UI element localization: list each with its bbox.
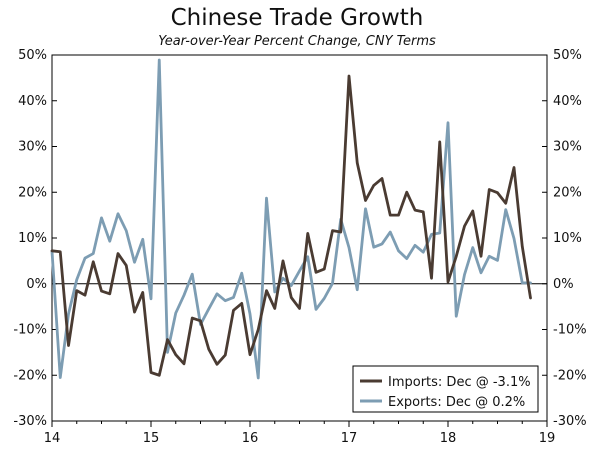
legend-label-exports: Exports: Dec @ 0.2% bbox=[388, 395, 525, 410]
y-tick-label-right: -20% bbox=[553, 368, 587, 383]
plot-area bbox=[51, 54, 548, 422]
x-tick-label: 19 bbox=[539, 431, 556, 446]
y-tick-label-left: 20% bbox=[18, 185, 47, 200]
y-tick-label-right: 40% bbox=[553, 94, 582, 109]
y-axis-right: -30% -20% -10% 0% 10% 20% 30% 40% 50% bbox=[542, 48, 587, 429]
y-tick-label-right: 10% bbox=[553, 231, 582, 246]
x-tick-label: 15 bbox=[143, 431, 160, 446]
y-tick-label-left: 50% bbox=[18, 48, 47, 63]
y-tick-label-left: -10% bbox=[13, 323, 47, 338]
y-tick-label-left: 40% bbox=[18, 94, 47, 109]
series-lines bbox=[50, 58, 532, 380]
y-tick-label-right: 20% bbox=[553, 185, 582, 200]
y-tick-label-left: -20% bbox=[13, 368, 47, 383]
y-tick-label-right: -30% bbox=[553, 414, 587, 429]
y-tick-label-right: 30% bbox=[553, 140, 582, 155]
y-tick-label-left: 0% bbox=[26, 277, 47, 292]
y-tick-label-right: -10% bbox=[553, 323, 587, 338]
y-axis-left: -30% -20% -10% 0% 10% 20% 30% 40% 50% bbox=[13, 48, 57, 429]
legend-box bbox=[352, 365, 539, 413]
y-tick-label-left: -30% bbox=[13, 414, 47, 429]
y-tick-label-right: 0% bbox=[553, 277, 574, 292]
y-tick-label-right: 50% bbox=[553, 48, 582, 63]
x-tick-label: 17 bbox=[341, 431, 358, 446]
y-tick-label-left: 30% bbox=[18, 140, 47, 155]
x-tick-label: 18 bbox=[440, 431, 457, 446]
chart-subtitle: Year-over-Year Percent Change, CNY Terms bbox=[158, 34, 436, 49]
x-axis: 14 15 16 17 18 19 bbox=[44, 421, 556, 446]
series-line-imports bbox=[50, 74, 532, 377]
series-line-exports bbox=[50, 58, 532, 380]
chart-title: Chinese Trade Growth bbox=[171, 5, 424, 31]
y-tick-label-left: 10% bbox=[18, 231, 47, 246]
x-tick-label: 16 bbox=[242, 431, 259, 446]
x-tick-label: 14 bbox=[44, 431, 61, 446]
legend: Imports: Dec @ -3.1% Exports: Dec @ 0.2% bbox=[352, 365, 539, 413]
legend-label-imports: Imports: Dec @ -3.1% bbox=[388, 375, 531, 390]
